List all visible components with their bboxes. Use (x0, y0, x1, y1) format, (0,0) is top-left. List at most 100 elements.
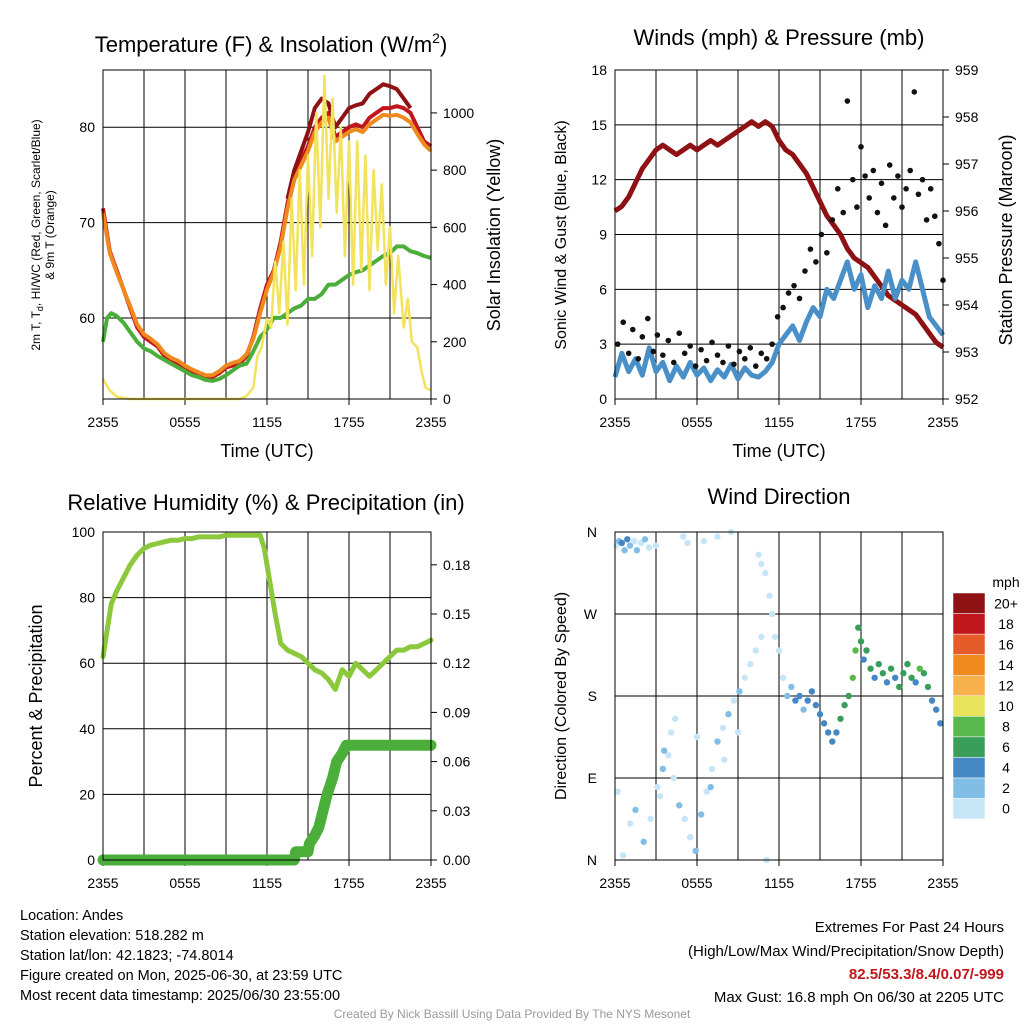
gust-point (774, 313, 781, 320)
wind-direction-point (784, 692, 791, 700)
chart-title: Winds (mph) & Pressure (mb) (634, 25, 925, 50)
legend-label: 14 (998, 657, 1014, 673)
legend-label: 2 (1002, 780, 1010, 796)
gust-point (844, 98, 851, 104)
gust-point (639, 334, 646, 340)
wind-direction-point (758, 633, 765, 640)
gust-point (891, 195, 897, 201)
gust-point (802, 268, 808, 274)
wind-direction-point (721, 756, 728, 763)
gust-point (824, 249, 830, 256)
y-axis-title-left: 2m T, Td, HI/WC (Red, Green, Scarlet/Blu… (29, 119, 45, 350)
wind-direction-point (860, 656, 867, 663)
y-tick-label-left: 80 (79, 590, 95, 606)
legend-label: 6 (1002, 739, 1010, 755)
y-tick-label-right: 953 (955, 344, 979, 360)
y-tick-label-left: 9 (599, 227, 607, 243)
y-axis-title-left: Sonic Wind & Gust (Blue, Black) (553, 120, 570, 349)
y-tick-label-right: 954 (955, 297, 979, 313)
x-tick-label: 1155 (252, 875, 282, 891)
wind-direction-point (762, 569, 769, 577)
gust-point (736, 348, 743, 355)
gust-point (903, 186, 909, 192)
series-line-solar-insolation (101, 74, 432, 401)
wind-direction-point (800, 706, 807, 713)
x-tick-label: 2355 (415, 414, 446, 430)
chart-title: Wind Direction (707, 484, 850, 509)
gust-point (660, 352, 666, 358)
gust-point (725, 343, 732, 349)
gust-point (899, 204, 905, 210)
gust-point (709, 339, 715, 346)
wind-direction-point (932, 706, 940, 713)
wind-direction-point (620, 852, 627, 859)
wind-direction-point (755, 551, 762, 558)
wind-direction-point (719, 724, 727, 732)
gust-point (907, 167, 913, 174)
gust-point (911, 89, 918, 95)
wind-direction-point (697, 811, 705, 818)
y-tick-label-left: 60 (79, 310, 95, 326)
latlon-text: Station lat/lon: 42.1823; -74.8014 (20, 948, 234, 964)
wind-direction-point (621, 547, 628, 554)
y-tick-label-right: 955 (955, 250, 979, 266)
x-tick-label: 1755 (845, 875, 876, 891)
chart-title: Relative Humidity (%) & Precipitation (i… (67, 490, 464, 515)
x-axis-title: Time (UTC) (732, 441, 825, 461)
gust-point (670, 359, 677, 366)
wind-direction-point (736, 688, 743, 695)
wind-direction-point (633, 547, 641, 554)
y-tick-label-right: 958 (955, 109, 979, 125)
legend-title: mph (992, 574, 1019, 590)
wind-direction-point (904, 660, 911, 668)
gust-point (791, 282, 797, 289)
gust-point (676, 330, 683, 337)
wind-direction-point (766, 592, 773, 599)
recent-data-text: Most recent data timestamp: 2025/06/30 2… (20, 988, 341, 1004)
legend-swatch (952, 654, 986, 676)
legend-swatch (952, 633, 986, 655)
legend-swatch (952, 592, 986, 614)
gust-point (923, 217, 930, 223)
wind-direction-point (747, 660, 754, 668)
legend-swatch (952, 757, 986, 779)
legend-swatch (952, 798, 986, 820)
gust-point (769, 341, 775, 347)
gust-point (927, 186, 934, 192)
legend-label: 4 (1002, 760, 1010, 776)
y-tick-label-left: 80 (79, 119, 95, 135)
wind-direction-point (654, 783, 661, 791)
y-tick-label-right: 0 (443, 391, 451, 407)
gust-point (747, 345, 754, 351)
wind-direction-point (708, 765, 716, 773)
wind-direction-point (775, 647, 783, 654)
location-text: Location: Andes (20, 908, 124, 924)
gust-point (614, 341, 621, 347)
ylabel-part: 2m T, T (29, 310, 43, 350)
wind-direction-point (912, 679, 919, 686)
gust-point (742, 355, 748, 362)
series-line-precipitation (97, 739, 437, 866)
wind-direction-point (725, 711, 732, 718)
y-tick-label-right: 956 (955, 203, 979, 219)
y-tick-label-right: 0.12 (443, 655, 470, 671)
wind-direction-point (833, 729, 840, 736)
wind-direction-point (647, 815, 654, 823)
legend-swatch (952, 613, 986, 635)
y-tick-label-right: 600 (443, 219, 467, 235)
wind-direction-point (741, 674, 749, 681)
wind-direction-point (891, 674, 899, 681)
wind-direction-point (825, 729, 832, 736)
wind-direction-point (680, 533, 687, 540)
elevation-text: Station elevation: 518.282 m (20, 928, 204, 944)
plot-frame (614, 69, 944, 400)
gust-point (625, 350, 632, 357)
y-tick-label-right: 800 (443, 162, 467, 178)
gust-point (866, 195, 872, 201)
gust-point (731, 361, 737, 368)
series-line-9m-t (101, 112, 433, 378)
y-tick-label-right: 0.15 (443, 606, 470, 622)
y-tick-label-left: S (588, 688, 597, 704)
